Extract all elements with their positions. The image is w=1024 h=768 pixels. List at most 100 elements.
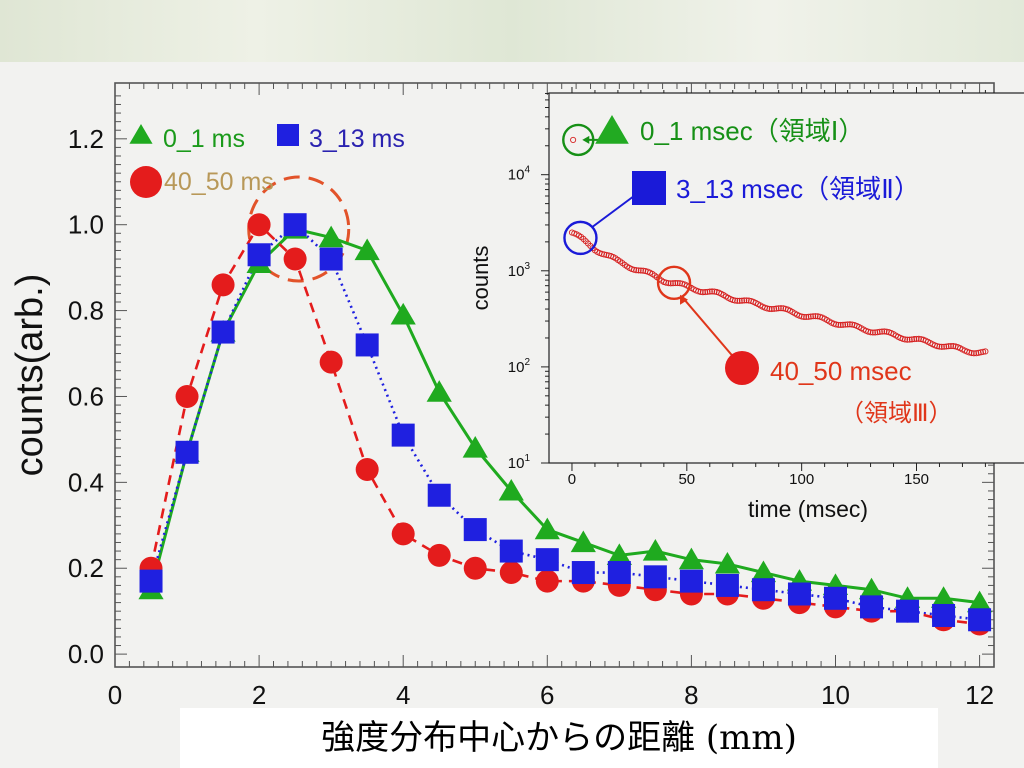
data-point	[930, 586, 957, 608]
y-tick-label: 0.8	[68, 296, 104, 326]
data-point	[750, 560, 777, 583]
decay-point	[881, 328, 888, 335]
decay-point	[734, 297, 741, 304]
x-tick-label: 4	[396, 680, 410, 710]
data-point	[463, 556, 487, 580]
data-point	[175, 440, 199, 464]
decay-point	[736, 297, 743, 304]
region-3-arrow	[681, 296, 737, 361]
data-point	[247, 213, 271, 237]
decay-point	[943, 343, 950, 350]
data-point	[319, 247, 343, 271]
decay-point	[913, 335, 920, 342]
decay-point	[630, 266, 638, 273]
decay-point	[901, 336, 909, 343]
decay-point	[674, 279, 681, 287]
inset-x-axis-title: time (msec)	[748, 496, 868, 522]
inset-y-tick-label: 101	[508, 453, 531, 472]
decay-point	[970, 350, 977, 357]
decay-point-early	[570, 136, 577, 143]
y-tick-label: 1.2	[68, 124, 104, 154]
legend-label: 0_1 ms	[163, 125, 245, 153]
decay-point	[878, 328, 886, 335]
data-point	[679, 569, 703, 593]
decay-point	[706, 288, 713, 295]
inset-y-tick-exponent: 1	[524, 453, 530, 464]
decay-point	[731, 297, 739, 304]
decay-point	[800, 313, 808, 320]
decay-point	[663, 279, 670, 286]
data-point	[751, 578, 775, 602]
decay-point	[810, 313, 817, 320]
decay-point	[777, 305, 785, 312]
data-point	[858, 577, 885, 600]
inset-y-tick-exponent: 4	[524, 165, 530, 176]
data-point	[715, 573, 739, 597]
decay-point	[709, 288, 716, 295]
y-axis-title: counts(arb.)	[9, 274, 51, 477]
inset-annotations: 0_1 msec（領域Ⅰ） 3_13 msec（領域Ⅱ） 40_50 msec （領域…	[562, 115, 953, 427]
inset-frame	[548, 92, 1024, 464]
decay-point	[699, 289, 706, 296]
region-2-arrow	[591, 195, 635, 228]
region-3-marker	[725, 351, 759, 385]
x-tick-label: 10	[821, 680, 850, 710]
decay-point	[669, 280, 677, 287]
data-point	[391, 522, 415, 546]
inset-y-axis-title: counts	[468, 246, 493, 311]
decay-point	[766, 305, 773, 312]
decay-point	[635, 267, 642, 274]
decay-point	[805, 313, 812, 320]
inset-y-tick-base: 10	[508, 167, 525, 184]
legend: 0_1 ms 3_13 ms 40_50 ms	[129, 124, 405, 198]
decay-point	[833, 321, 840, 328]
data-point	[968, 608, 992, 632]
inset-x-tick-label: 100	[789, 471, 814, 488]
y-tick-label: 1.0	[68, 210, 104, 240]
region-3-label: 40_50 msec	[770, 356, 912, 386]
x-tick-label: 2	[252, 680, 266, 710]
decay-point	[915, 335, 922, 342]
data-point	[319, 350, 343, 374]
decay-point	[741, 297, 748, 304]
decay-point	[945, 343, 952, 350]
decay-point	[874, 329, 881, 336]
inset-y-tick-exponent: 2	[524, 357, 530, 368]
decay-point	[941, 343, 948, 350]
data-point	[966, 590, 993, 613]
decay-point	[667, 280, 674, 287]
decay-point	[973, 350, 980, 357]
x-tick-label: 8	[684, 680, 698, 710]
region-1-label: 0_1 msec（領域Ⅰ）	[640, 116, 864, 146]
inset-y-tick-label: 103	[508, 261, 531, 280]
region-1-arrowhead	[582, 135, 590, 144]
decay-point	[764, 305, 771, 312]
data-point	[678, 547, 704, 570]
region-3-arrowhead	[680, 294, 689, 305]
region-2-label: 3_13 msec（領域Ⅱ）	[676, 174, 920, 204]
decay-point	[768, 305, 775, 313]
decay-point	[775, 305, 782, 312]
region-2-circle	[563, 220, 598, 256]
data-point	[427, 543, 451, 567]
decay-point	[938, 343, 945, 350]
decay-point	[899, 335, 906, 342]
y-tick-label: 0.2	[68, 553, 104, 583]
decay-point	[906, 336, 913, 343]
x-axis-title: 強度分布中心からの距離 (mm)	[180, 708, 938, 768]
data-point	[823, 586, 847, 610]
inset-ticks	[541, 87, 986, 471]
data-point	[896, 599, 920, 623]
y-tick-label: 0.6	[68, 381, 104, 411]
decay-point	[665, 280, 672, 287]
inset-y-tick-exponent: 3	[524, 261, 530, 272]
data-point	[535, 548, 559, 572]
data-point	[607, 561, 631, 585]
legend-label: 40_50 ms	[164, 168, 274, 196]
x-tick-label: 0	[108, 680, 122, 710]
decay-point	[835, 321, 842, 328]
data-point	[643, 565, 667, 589]
decay-point	[936, 343, 943, 350]
decay-point	[966, 349, 973, 356]
